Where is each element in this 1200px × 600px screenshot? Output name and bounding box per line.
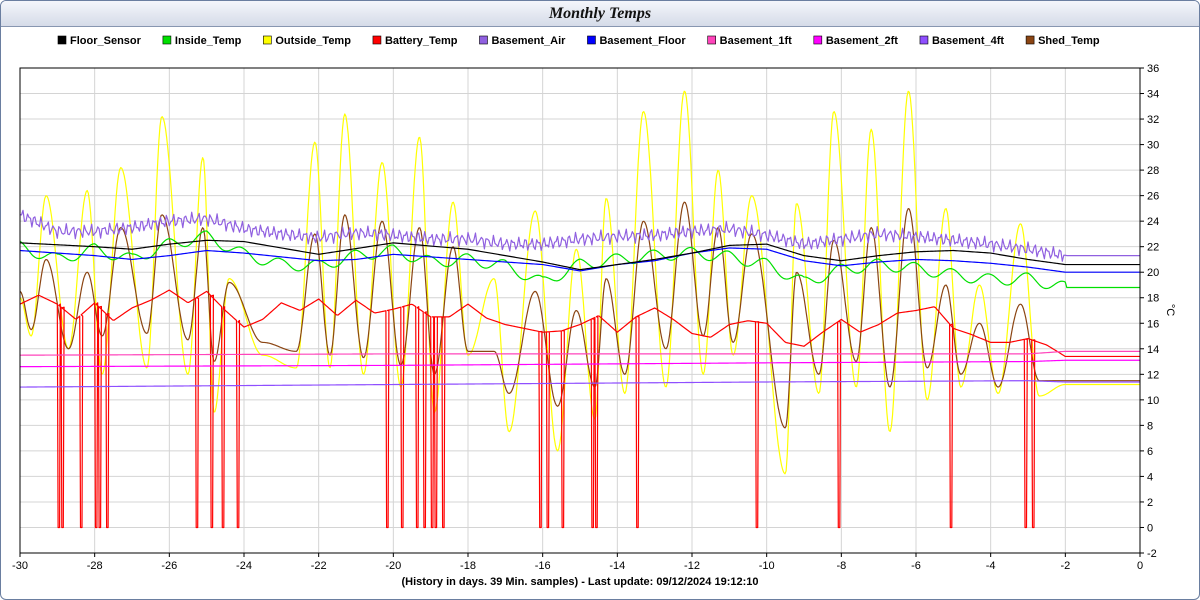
legend-entry: Shed_Temp <box>1038 35 1100 47</box>
x-tick-label: -26 <box>161 560 177 572</box>
y-tick-label: 22 <box>1147 242 1159 254</box>
series-line-basement-air <box>19 209 1140 262</box>
series-line-outside-temp <box>19 90 1140 475</box>
y-tick-label: 14 <box>1147 344 1159 356</box>
legend-entry: Basement_Floor <box>599 35 686 47</box>
y-tick-label: 0 <box>1147 522 1153 534</box>
legend-swatch <box>587 35 596 45</box>
x-tick-label: -18 <box>460 560 476 572</box>
plot-border <box>19 67 1141 554</box>
title-bar: Monthly Temps <box>1 1 1199 27</box>
x-axis: -30 -28 -26 -24 -22 -20 -18 -16 -14 -12 -10 -8 -6 -4-… <box>12 553 1143 572</box>
legend-entry: Basement_2ft <box>826 35 898 47</box>
y-tick-label: 26 <box>1147 191 1159 203</box>
x-tick-label: -6 <box>911 560 921 572</box>
x-tick-label: -14 <box>609 560 625 572</box>
series-layer <box>19 90 1140 529</box>
series-line-shed-temp <box>19 201 1140 429</box>
x-tick-label: -24 <box>236 560 252 572</box>
series-line-inside-temp <box>19 230 1140 290</box>
legend-entry: Floor_Sensor <box>70 35 142 47</box>
legend-entry: Battery_Temp <box>385 35 458 47</box>
legend-entry: Basement_Air <box>491 35 566 47</box>
legend-swatch <box>919 35 929 45</box>
y-tick-label: 20 <box>1147 267 1159 279</box>
y-tick-label: 34 <box>1147 89 1159 101</box>
y-tick-label: 30 <box>1147 140 1159 152</box>
legend-swatch <box>263 35 272 45</box>
series-line-floor-sensor <box>19 239 1140 271</box>
legend-swatch <box>162 35 172 45</box>
legend-swatch <box>479 35 488 45</box>
legend-swatch <box>707 35 716 45</box>
y-tick-label: 24 <box>1147 216 1159 228</box>
legend-swatch <box>813 35 823 45</box>
series-line-basement-floor <box>19 247 1140 273</box>
y-tick-label: -2 <box>1147 548 1157 560</box>
x-tick-label: -12 <box>684 560 700 572</box>
x-tick-label: -20 <box>385 560 401 572</box>
chart-title: Monthly Temps <box>548 5 652 22</box>
x-tick-label: -8 <box>836 560 846 572</box>
y-tick-label: 28 <box>1147 165 1159 177</box>
legend-entry: Inside_Temp <box>175 35 242 47</box>
x-tick-label: -10 <box>759 560 775 572</box>
series-line-basement-1ft <box>20 350 1140 356</box>
x-axis-label: (History in days. 39 Min. samples) - Las… <box>401 576 758 588</box>
y-tick-label: 16 <box>1147 318 1159 330</box>
x-tick-label: -22 <box>311 560 327 572</box>
y-tick-label: 8 <box>1147 420 1153 432</box>
legend-swatch <box>1025 35 1035 45</box>
x-tick-label: -30 <box>12 560 28 572</box>
grid <box>19 67 1141 554</box>
y-tick-label: 4 <box>1147 471 1153 483</box>
y-tick-label: 6 <box>1147 446 1153 458</box>
x-tick-label: -2 <box>1060 560 1070 572</box>
legend-entry: Outside_Temp <box>275 35 351 47</box>
y-axis-label: °C <box>1164 304 1176 316</box>
y-tick-label: 32 <box>1147 114 1159 126</box>
y-tick-label: 18 <box>1147 293 1159 305</box>
x-tick-label: -28 <box>87 560 103 572</box>
y-tick-label: 12 <box>1147 369 1159 381</box>
x-tick-label: 0 <box>1137 560 1143 572</box>
y-tick-label: 10 <box>1147 395 1159 407</box>
y-tick-label: 36 <box>1147 63 1159 75</box>
series-line-basement-2ft <box>19 359 1140 368</box>
y-tick-label: 2 <box>1147 497 1153 509</box>
legend-swatch <box>57 35 67 45</box>
legend-entry: Basement_4ft <box>932 35 1004 47</box>
legend-entry: Basement_1ft <box>720 35 792 47</box>
legend-swatch <box>372 35 382 45</box>
legend: Floor_Sensor Inside_Temp Outside_Temp Batte… <box>57 35 1100 47</box>
x-tick-label: -16 <box>535 560 551 572</box>
series-line-basement-4ft <box>19 380 1140 388</box>
series-line-battery-temp <box>19 289 1140 529</box>
x-tick-label: -4 <box>986 560 996 572</box>
